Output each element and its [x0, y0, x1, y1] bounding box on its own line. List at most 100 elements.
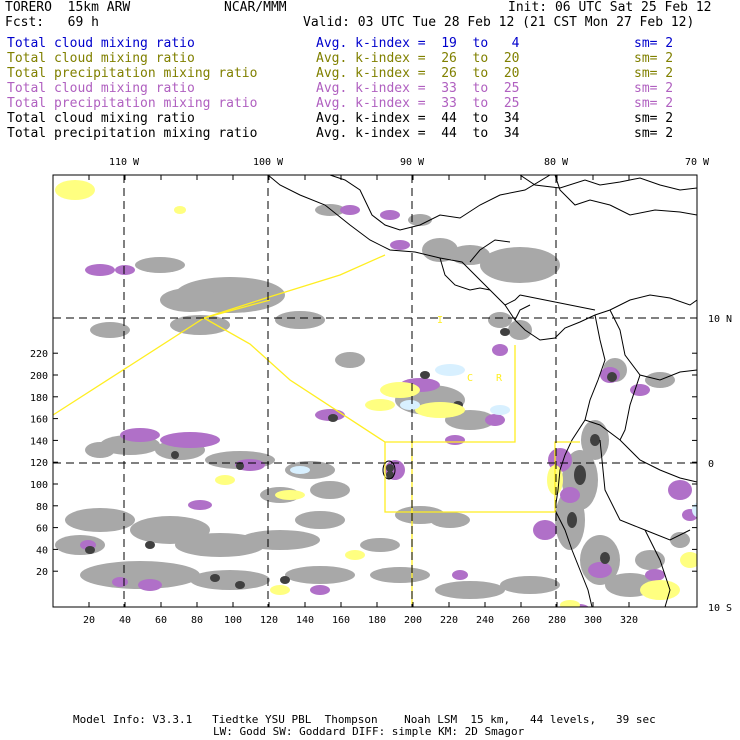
y-tick-label: 180	[30, 393, 48, 404]
dark-core-patch	[600, 552, 610, 564]
longitude-label: 70 W	[685, 157, 710, 168]
dark-core-patch	[210, 574, 220, 582]
x-tick-label: 140	[296, 615, 314, 626]
gray-cloud-patch	[360, 538, 400, 552]
y-tick-label: 40	[36, 545, 48, 556]
dark-core-patch	[235, 581, 245, 589]
purple-precip-patch	[588, 562, 612, 578]
gray-cloud-patch	[275, 311, 325, 329]
coastline	[329, 175, 551, 231]
boundary-line	[203, 299, 271, 319]
gray-cloud-patch	[80, 561, 200, 589]
dark-core-patch	[420, 371, 430, 379]
gray-cloud-patch	[90, 322, 130, 338]
yellow-cloud-patch	[174, 206, 186, 214]
longitude-label: 80 W	[544, 157, 569, 168]
light-blue-cloud-patch	[400, 400, 420, 410]
gray-cloud-patch	[285, 566, 355, 584]
dark-core-patch	[590, 434, 600, 446]
latitude-label: 0	[708, 459, 714, 470]
legend-sm: sm= 2	[634, 81, 674, 96]
yellow-cloud-patch	[560, 600, 580, 607]
gray-cloud-patch	[335, 352, 365, 368]
purple-precip-patch	[380, 210, 400, 220]
purple-precip-patch	[445, 435, 465, 445]
purple-precip-patch	[645, 569, 665, 581]
light-blue-cloud-patch	[490, 405, 510, 415]
coastline	[554, 175, 611, 206]
coastline	[644, 529, 671, 607]
coastline	[439, 257, 491, 291]
yellow-cloud-patch	[345, 550, 365, 560]
legend-sm: sm= 2	[634, 96, 674, 111]
purple-precip-patch	[485, 414, 505, 426]
x-tick-label: 200	[404, 615, 422, 626]
legend-field: Total cloud mixing ratio	[7, 111, 195, 126]
legend-field: Total cloud mixing ratio	[7, 81, 195, 96]
x-tick-label: 280	[548, 615, 566, 626]
legend-kindex: Avg. k-index = 44 to 34	[316, 111, 520, 126]
legend-sm: sm= 2	[634, 51, 674, 66]
gray-cloud-patch	[435, 581, 505, 599]
purple-precip-patch	[668, 480, 692, 500]
legend-sm: sm= 2	[634, 126, 674, 141]
map-frame	[52, 174, 698, 608]
gray-cloud-patch	[65, 508, 135, 532]
light-blue-cloud-patch	[290, 466, 310, 474]
gray-cloud-patch	[240, 530, 320, 550]
purple-precip-patch	[452, 570, 468, 580]
purple-precip-patch	[630, 384, 650, 396]
legend-kindex: Avg. k-index = 26 to 20	[316, 66, 520, 81]
gray-cloud-patch	[310, 481, 350, 499]
purple-precip-patch	[492, 344, 508, 356]
yellow-cloud-patch	[270, 585, 290, 595]
x-tick-label: 80	[191, 615, 203, 626]
boundary-line	[203, 317, 516, 443]
dark-core-patch	[567, 512, 577, 528]
legend-kindex: Avg. k-index = 19 to 4	[316, 36, 520, 51]
coastline	[504, 294, 521, 306]
region-letter: I	[437, 315, 443, 326]
x-tick-label: 120	[260, 615, 278, 626]
gray-cloud-patch	[670, 532, 690, 548]
yellow-cloud-patch	[365, 399, 395, 411]
axis-labels: 20 40 60 80 100 120 140 160 180 200 220 240 260 280 30…	[30, 157, 732, 626]
purple-precip-patch	[310, 585, 330, 595]
x-tick-label: 20	[83, 615, 95, 626]
legend-kindex: Avg. k-index = 33 to 25	[316, 81, 520, 96]
region-boundaries: C R I	[53, 254, 580, 607]
gray-cloud-patch	[508, 320, 532, 340]
legend-kindex: Avg. k-index = 44 to 34	[316, 126, 520, 141]
legend-field: Total precipitation mixing ratio	[7, 96, 258, 111]
gray-cloud-patch	[408, 214, 432, 226]
y-tick-label: 20	[36, 567, 48, 578]
longitude-label: 100 W	[253, 157, 284, 168]
longitude-label: 90 W	[400, 157, 425, 168]
galapagos-islands	[382, 460, 396, 480]
coastline	[519, 175, 697, 191]
y-tick-label: 60	[36, 524, 48, 535]
latitude-label: 10 S	[708, 603, 732, 614]
purple-precip-patch	[112, 577, 128, 587]
coastline	[584, 419, 697, 483]
valid-time: Valid: 03 UTC Tue 28 Feb 12 (21 CST Mon …	[303, 15, 695, 30]
yellow-cloud-patch	[415, 402, 465, 418]
coastline	[267, 175, 697, 341]
x-tick-label: 320	[620, 615, 638, 626]
x-tick-label: 180	[368, 615, 386, 626]
axis-ticks	[53, 175, 697, 607]
gray-cloud-patch	[500, 576, 560, 594]
y-tick-label: 100	[30, 480, 48, 491]
y-tick-label: 140	[30, 436, 48, 447]
y-tick-label: 200	[30, 371, 48, 382]
yellow-cloud-patch	[680, 552, 697, 568]
purple-precip-patch	[390, 240, 410, 250]
dark-core-patch	[236, 462, 244, 470]
latitude-label: 10 N	[708, 314, 732, 325]
boundary-line	[53, 254, 386, 416]
gray-cloud-patch	[85, 442, 115, 458]
legend-field: Total precipitation mixing ratio	[7, 66, 258, 81]
dark-core-patch	[280, 576, 290, 584]
yellow-cloud-patch	[275, 490, 305, 500]
x-tick-label: 100	[224, 615, 242, 626]
